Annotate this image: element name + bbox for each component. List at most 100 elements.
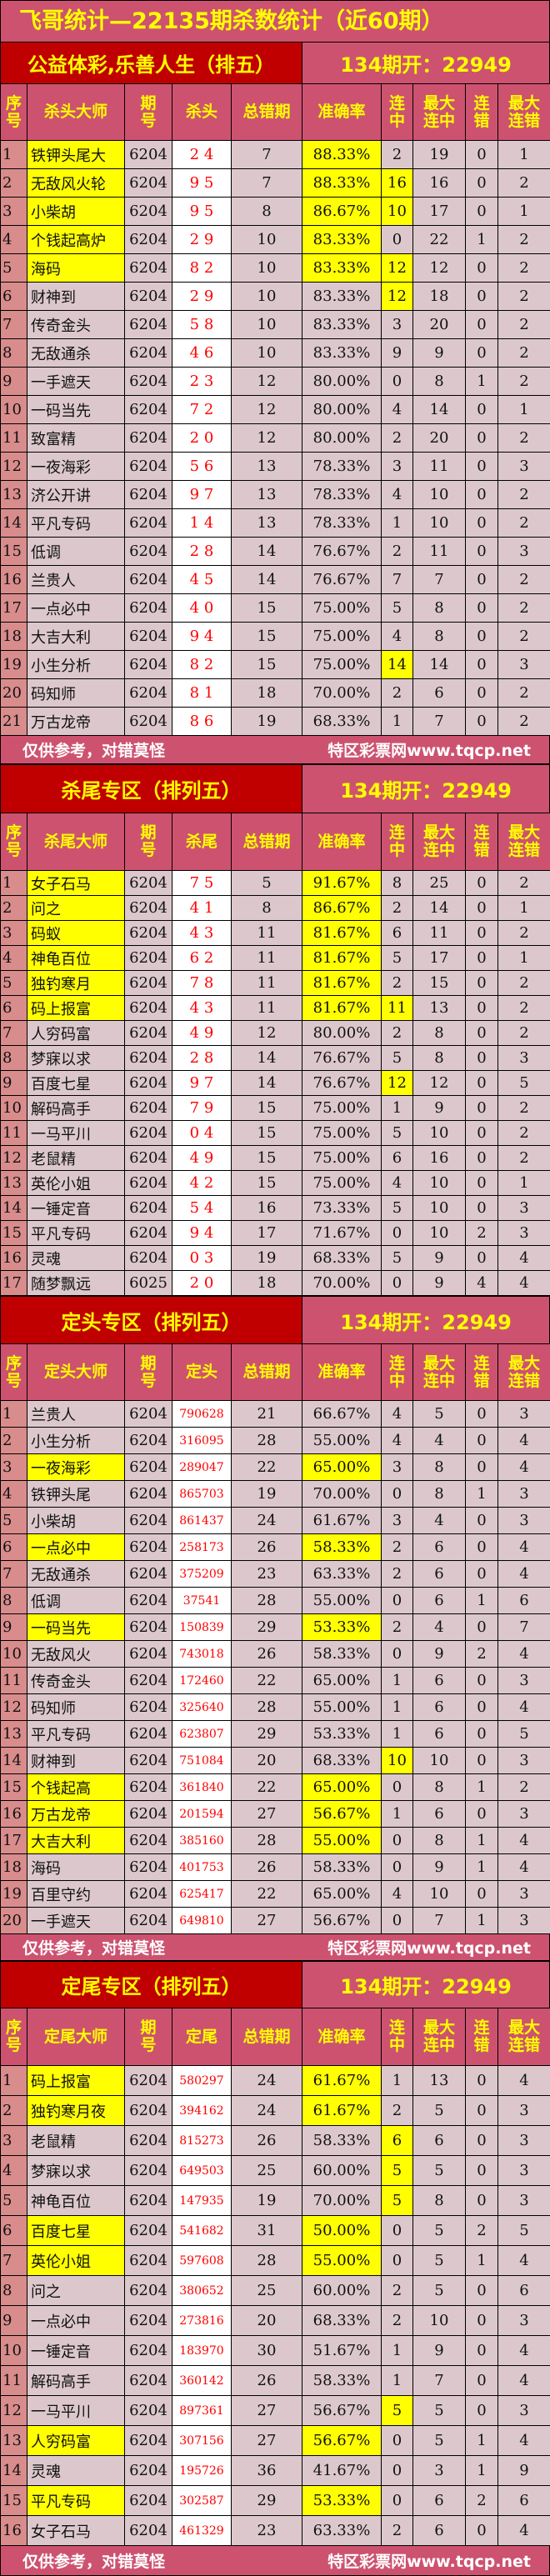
pick-numbers: 6 2 xyxy=(172,946,232,971)
max-streak: 9 xyxy=(413,2336,466,2366)
max-miss: 4 xyxy=(498,1854,550,1881)
total-errors: 11 xyxy=(232,921,302,946)
pick-numbers: 273816 xyxy=(172,2306,232,2336)
column-header-master-name: 杀头大师 xyxy=(28,84,125,141)
column-header-max-miss: 最大 连错 xyxy=(498,2008,550,2066)
master-name: 一点必中 xyxy=(28,2306,125,2336)
current-miss: 0 xyxy=(466,2126,498,2156)
max-streak: 5 xyxy=(413,2276,466,2306)
current-streak: 11 xyxy=(382,996,413,1021)
period-number: 6204 xyxy=(125,1096,172,1121)
site-link[interactable]: 特区彩票网www.tqcp.net xyxy=(328,1936,531,1958)
master-name: 一马平川 xyxy=(28,2396,125,2426)
max-streak: 8 xyxy=(413,368,466,396)
max-miss: 2 xyxy=(498,283,550,311)
section-name: 公益体彩,乐善人生（排五） xyxy=(1,43,302,83)
master-name: 财神到 xyxy=(28,1748,125,1774)
total-errors: 15 xyxy=(232,623,302,651)
max-miss: 6 xyxy=(498,2276,550,2306)
max-miss: 4 xyxy=(498,2516,550,2546)
current-streak: 0 xyxy=(382,1481,413,1508)
period-number: 6204 xyxy=(125,396,172,424)
current-miss: 1 xyxy=(466,2456,498,2486)
row-index: 12 xyxy=(1,2396,28,2426)
current-miss: 0 xyxy=(466,946,498,971)
current-miss: 0 xyxy=(466,996,498,1021)
column-header-period-number: 期 号 xyxy=(125,84,172,141)
current-miss: 0 xyxy=(466,871,498,896)
max-streak: 10 xyxy=(413,1881,466,1908)
accuracy-rate: 75.00% xyxy=(302,623,382,651)
total-errors: 25 xyxy=(232,2276,302,2306)
row-index: 4 xyxy=(1,226,28,254)
master-name: 码上报富 xyxy=(28,2066,125,2096)
master-name: 灵魂 xyxy=(28,1246,125,1271)
max-miss: 1 xyxy=(498,198,550,226)
current-streak: 9 xyxy=(382,339,413,368)
total-errors: 15 xyxy=(232,1171,302,1196)
row-index: 14 xyxy=(1,2456,28,2486)
period-number: 6204 xyxy=(125,946,172,971)
accuracy-rate: 83.33% xyxy=(302,339,382,368)
period-number: 6204 xyxy=(125,921,172,946)
pick-numbers: 9 5 xyxy=(172,169,232,198)
current-streak: 0 xyxy=(382,1828,413,1854)
total-errors: 15 xyxy=(232,1146,302,1171)
max-streak: 14 xyxy=(413,396,466,424)
max-streak: 13 xyxy=(413,996,466,1021)
current-streak: 5 xyxy=(382,1196,413,1221)
max-streak: 9 xyxy=(413,339,466,368)
period-number: 6204 xyxy=(125,896,172,921)
master-name: 万古龙帝 xyxy=(28,708,125,736)
site-link[interactable]: 特区彩票网www.tqcp.net xyxy=(328,738,531,761)
total-errors: 29 xyxy=(232,1721,302,1748)
period-number: 6204 xyxy=(125,1908,172,1934)
total-errors: 7 xyxy=(232,141,302,169)
max-streak: 14 xyxy=(413,896,466,921)
period-number: 6204 xyxy=(125,1508,172,1534)
column-header-pick-numbers: 杀尾 xyxy=(172,813,232,871)
pick-numbers: 5 6 xyxy=(172,453,232,481)
row-index: 5 xyxy=(1,2186,28,2216)
pick-numbers: 9 7 xyxy=(172,1071,232,1096)
site-link[interactable]: 特区彩票网www.tqcp.net xyxy=(328,2549,531,2572)
max-streak: 10 xyxy=(413,1121,466,1146)
max-streak: 4 xyxy=(413,1614,466,1641)
max-miss: 2 xyxy=(498,708,550,736)
column-header-current-streak: 连 中 xyxy=(382,813,413,871)
master-name: 百里守约 xyxy=(28,1881,125,1908)
accuracy-rate: 53.33% xyxy=(302,1614,382,1641)
total-errors: 28 xyxy=(232,1828,302,1854)
max-streak: 6 xyxy=(413,679,466,708)
row-index: 3 xyxy=(1,1454,28,1481)
max-streak: 7 xyxy=(413,1908,466,1934)
max-streak: 9 xyxy=(413,1641,466,1668)
section-name: 定头专区（排列五） xyxy=(1,1297,302,1343)
pick-numbers: 649810 xyxy=(172,1908,232,1934)
max-streak: 5 xyxy=(413,2396,466,2426)
max-miss: 4 xyxy=(498,1428,550,1454)
current-streak: 6 xyxy=(382,2126,413,2156)
pick-numbers: 4 9 xyxy=(172,1146,232,1171)
period-number: 6204 xyxy=(125,1246,172,1271)
period-number: 6204 xyxy=(125,1854,172,1881)
current-streak: 2 xyxy=(382,1021,413,1046)
period-number: 6204 xyxy=(125,1171,172,1196)
max-streak: 8 xyxy=(413,594,466,623)
pick-numbers: 4 0 xyxy=(172,594,232,623)
current-streak: 5 xyxy=(382,2396,413,2426)
current-streak: 1 xyxy=(382,1096,413,1121)
pick-numbers: 4 2 xyxy=(172,1171,232,1196)
row-index: 4 xyxy=(1,2156,28,2186)
period-number: 6204 xyxy=(125,2396,172,2426)
current-miss: 0 xyxy=(466,708,498,736)
current-miss: 2 xyxy=(466,1221,498,1246)
